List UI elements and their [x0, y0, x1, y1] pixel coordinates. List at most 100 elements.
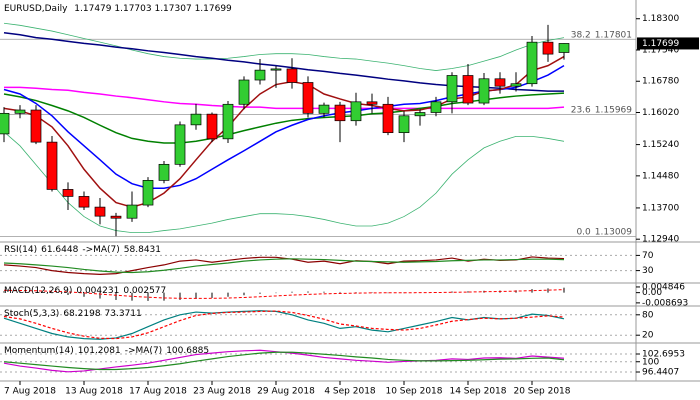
series-name: Momentum(14)	[4, 346, 74, 356]
y-tick-label: 1.18300	[642, 14, 679, 24]
x-tick-label: 23 Aug 2018	[193, 387, 251, 397]
y-tick-label: 100	[642, 357, 659, 367]
high-value: 1.17703	[114, 4, 151, 14]
histogram-bar	[307, 291, 309, 293]
fib-value: 1.15969	[595, 105, 632, 115]
candle-body	[30, 109, 42, 143]
series-name: RSI(14)	[4, 245, 37, 255]
histogram-bar	[35, 291, 37, 293]
series-value: 61.6448	[41, 245, 78, 255]
candle-body	[94, 206, 106, 217]
histogram-bar	[51, 292, 53, 294]
candle-body	[494, 78, 506, 87]
fib-value: 1.17801	[595, 30, 632, 40]
y-tick-label: 96.4407	[642, 367, 679, 377]
candle-body	[542, 41, 554, 55]
y-tick-label: 1.14480	[642, 171, 679, 181]
y-tick-label: 70	[642, 251, 654, 261]
candle-body	[254, 69, 266, 81]
y-tick-label: 1.16780	[642, 77, 679, 87]
x-tick-label: 14 Sep 2018	[449, 387, 506, 397]
indicator-line	[3, 289, 565, 299]
x-tick-label: 7 Aug 2018	[4, 387, 56, 397]
indicator-line	[3, 310, 565, 340]
candle-body	[62, 189, 74, 197]
histogram-bar	[371, 292, 373, 293]
histogram-bar	[291, 291, 293, 293]
candle-body	[0, 112, 10, 135]
histogram-bar	[211, 292, 213, 298]
y-tick-label: 0.004846	[642, 282, 685, 292]
histogram-bar	[387, 292, 389, 294]
candle-body	[78, 196, 90, 208]
y-tick-label: 102.6953	[642, 349, 685, 359]
histogram-bar	[467, 291, 469, 293]
fib-label: 38.2 1.17801	[571, 30, 632, 40]
indicator-line	[3, 258, 565, 274]
indicator-line	[3, 131, 565, 234]
candle-body	[398, 115, 410, 134]
y-tick-label: -0.008693	[642, 298, 688, 308]
series-value: 101.2081	[78, 346, 121, 356]
histogram-bar	[339, 291, 341, 293]
candle-body	[334, 104, 346, 122]
histogram-bar	[147, 292, 149, 301]
candle-body	[510, 83, 522, 87]
candle-body	[462, 75, 474, 104]
candle-body	[222, 103, 234, 140]
series-value: 73.3711	[105, 309, 142, 319]
candle-body	[174, 124, 186, 165]
candle-body	[366, 101, 378, 105]
candle-body	[478, 78, 490, 104]
candle-body	[350, 101, 362, 122]
y-tick-label: 1.12940	[642, 235, 679, 245]
candle-body	[318, 104, 330, 114]
histogram-bar	[547, 288, 549, 293]
histogram-bar	[195, 292, 197, 299]
price-tag-label: 1.17699	[642, 39, 679, 49]
panel-header: RSI(14) 61.6448 ->MA(7) 58.8431	[4, 245, 161, 255]
histogram-bar	[563, 287, 565, 293]
candle-body	[430, 101, 442, 113]
close-value: 1.17699	[195, 4, 232, 14]
candle-body	[126, 204, 138, 219]
y-tick-label: 1.15240	[642, 140, 679, 150]
histogram-bar	[531, 289, 533, 293]
histogram-bar	[323, 291, 325, 293]
fib-value: 1.13009	[595, 227, 632, 237]
candle-body	[270, 68, 282, 71]
histogram-bar	[99, 292, 101, 299]
candle-body	[46, 141, 58, 190]
series-name: Stoch(5,3,3)	[4, 309, 59, 319]
histogram-bar	[227, 292, 229, 297]
series-name: MACD(12,26,9)	[4, 286, 72, 296]
fib-label: 23.6 1.15969	[571, 105, 633, 115]
histogram-bar	[451, 291, 453, 293]
series-name: ->MA(7)	[82, 245, 119, 255]
candle-body	[14, 109, 26, 114]
x-tick-label: 20 Sep 2018	[513, 387, 570, 397]
panel-header: Stoch(5,3,3) 68.2198 73.3711	[4, 309, 142, 319]
histogram-bar	[115, 292, 117, 300]
series-value: 0.002577	[123, 286, 166, 296]
series-value: 100.6885	[166, 346, 209, 356]
candle-body	[302, 82, 314, 114]
low-value: 1.17307	[154, 4, 191, 14]
y-tick-label: 30	[642, 266, 654, 276]
histogram-bar	[3, 291, 5, 293]
candle-body	[142, 180, 154, 206]
candle-body	[286, 68, 298, 83]
x-tick-label: 13 Aug 2018	[65, 387, 123, 397]
histogram-bar	[67, 292, 69, 295]
histogram-bar	[243, 292, 245, 296]
histogram-bar	[259, 292, 261, 294]
price-tag	[637, 37, 699, 50]
y-tick-label: 0.00	[642, 288, 662, 298]
fib-label: 0.0 1.13009	[576, 227, 632, 237]
histogram-bar	[275, 292, 277, 294]
y-tick-label: 20	[642, 331, 654, 341]
series-name: ->MA(7)	[125, 346, 162, 356]
candle-body	[206, 113, 218, 140]
